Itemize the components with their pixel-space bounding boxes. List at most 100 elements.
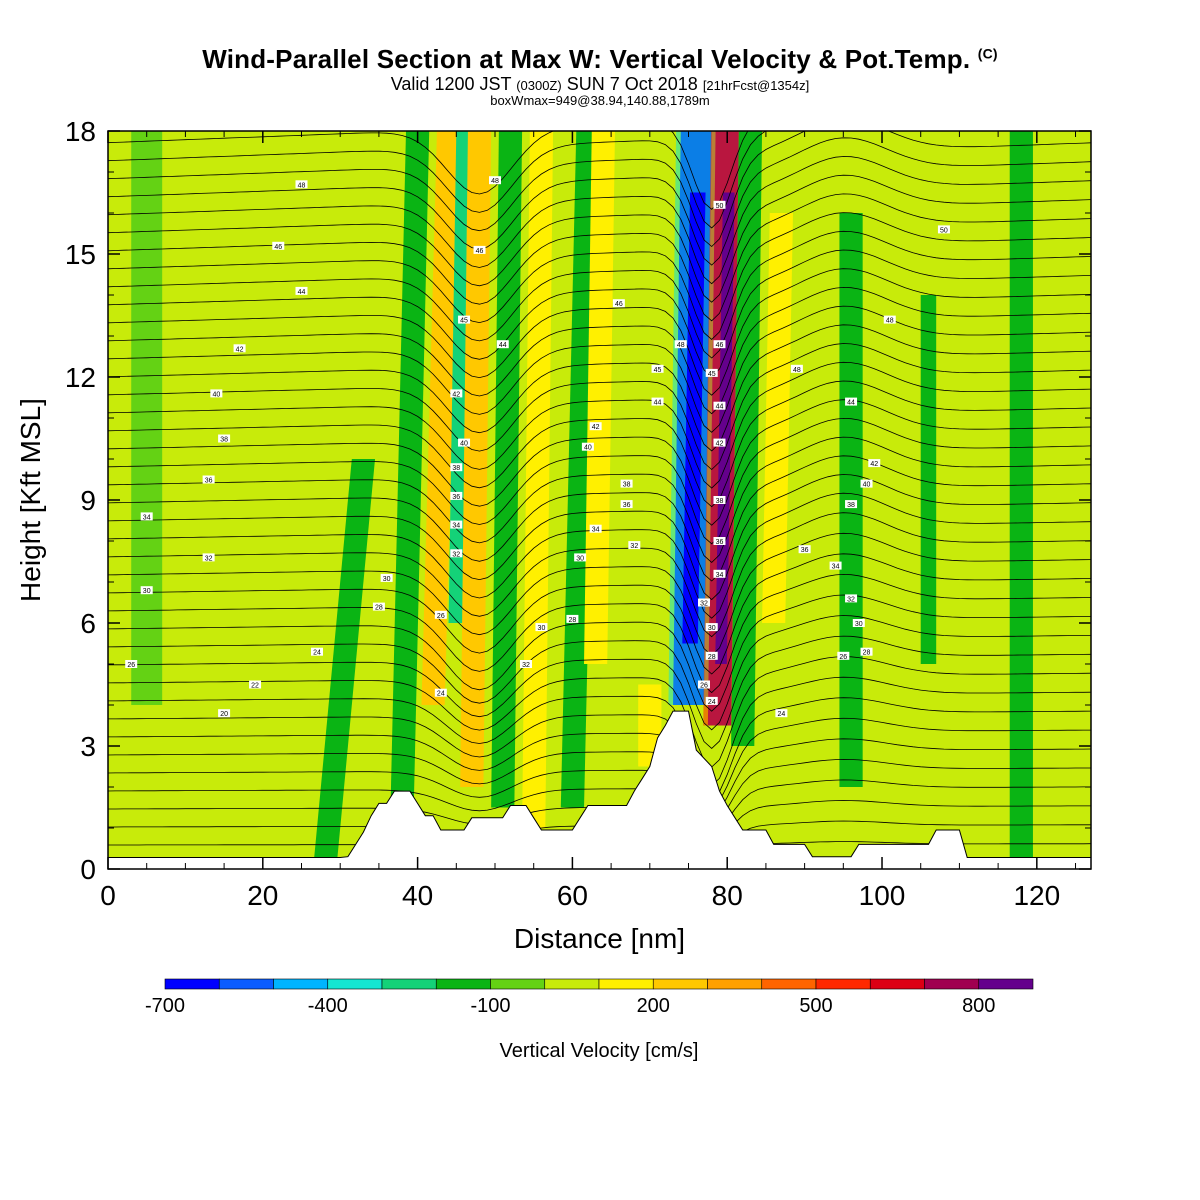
theta-label-text: 38	[623, 482, 631, 489]
theta-contour	[108, 474, 1091, 601]
w-band	[839, 213, 863, 787]
theta-label-text: 24	[777, 711, 785, 718]
theta-label: 40	[860, 479, 873, 489]
y-tick-label: 12	[65, 362, 96, 393]
colorbar-segment	[490, 978, 546, 990]
theta-label-text: 34	[592, 527, 600, 534]
theta-label-bg	[845, 397, 858, 406]
y-tick-label: 15	[65, 239, 96, 270]
theta-label-text: 32	[700, 601, 708, 608]
w-band	[390, 131, 430, 808]
theta-label-bg	[860, 647, 873, 656]
theta-label-bg	[620, 479, 633, 488]
theta-label-text: 32	[630, 543, 638, 550]
theta-label: 36	[713, 537, 726, 546]
theta-contour	[108, 532, 1091, 656]
y-tick-label: 9	[80, 485, 96, 516]
colorbar-segment	[544, 978, 600, 990]
theta-label-text: 32	[452, 551, 460, 558]
theta-label-bg	[202, 553, 215, 562]
colorbar: -700 -400 -100 200 500 800 Vertical Velocity […	[145, 978, 1034, 1062]
theta-label: 50	[713, 200, 726, 210]
theta-label-bg	[125, 660, 138, 668]
theta-label-bg	[295, 286, 308, 295]
theta-label: 24	[310, 647, 323, 657]
theta-label-text: 30	[576, 555, 584, 562]
x-tick-label: 0	[100, 880, 116, 911]
theta-contour	[108, 635, 1091, 749]
theta-label-text: 30	[855, 621, 863, 628]
colorbar-segment	[598, 978, 654, 990]
theta-label: 44	[713, 401, 726, 411]
theta-label-bg	[450, 389, 463, 398]
theta-label-text: 32	[847, 596, 855, 603]
theta-label-text: 42	[870, 461, 878, 468]
chart-title: Wind-Parallel Section at Max W: Vertical…	[0, 44, 1200, 75]
theta-contour	[108, 697, 1091, 800]
theta-label-text: 38	[220, 437, 228, 444]
theta-contour	[108, 268, 1091, 396]
theta-contour	[108, 131, 749, 210]
theta-label-text: 46	[716, 342, 724, 349]
theta-label: 28	[566, 614, 579, 624]
theta-contour	[108, 656, 1091, 768]
theta-contour	[108, 230, 1091, 359]
theta-label-bg	[458, 315, 471, 324]
theta-label-bg	[883, 315, 896, 324]
theta-label-bg	[845, 500, 858, 509]
colorbar-tick-label: 500	[799, 995, 832, 1017]
theta-label-bg	[218, 434, 231, 443]
theta-label: 48	[489, 176, 502, 185]
theta-contour	[108, 399, 1091, 526]
theta-contour	[108, 676, 1091, 787]
theta-label-text: 40	[584, 445, 592, 452]
theta-label: 38	[620, 479, 633, 489]
theta-label-text: 44	[847, 400, 855, 407]
theta-label-text: 46	[476, 248, 484, 255]
theta-label-bg	[140, 512, 153, 521]
theta-contour	[108, 286, 1091, 415]
w-band	[522, 131, 554, 828]
theta-label-text: 38	[847, 502, 855, 509]
theta-label-text: 30	[708, 625, 716, 632]
copyright-mark: (C)	[977, 45, 998, 62]
theta-label-text: 20	[220, 711, 228, 718]
theta-label-bg	[860, 479, 873, 488]
theta-label-bg	[705, 651, 718, 660]
w-band	[448, 131, 472, 623]
theta-label-text: 26	[127, 662, 135, 669]
theta-label-bg	[458, 438, 471, 447]
y-axis-label: Height [Kft MSL]	[15, 398, 46, 602]
colorbar-segment	[978, 978, 1034, 990]
theta-label-text: 44	[499, 342, 507, 349]
valid-date: SUN 7 Oct 2018	[566, 74, 698, 94]
x-tick-label: 80	[712, 880, 743, 911]
theta-label: 26	[434, 610, 447, 620]
x-tick-label: 20	[247, 880, 278, 911]
theta-label-text: 38	[716, 498, 724, 505]
theta-label: 38	[713, 496, 726, 505]
theta-label: 46	[713, 340, 726, 349]
theta-label-text: 26	[839, 654, 847, 661]
theta-label-bg	[837, 651, 850, 660]
theta-label-text: 32	[522, 662, 530, 669]
theta-label-bg	[612, 299, 625, 308]
theta-label-bg	[697, 598, 710, 607]
x-tick-label: 100	[859, 880, 906, 911]
theta-label-bg	[713, 401, 726, 410]
colorbar-tick-label: -400	[308, 995, 348, 1017]
theta-label: 38	[845, 500, 858, 509]
theta-label-text: 36	[452, 494, 460, 501]
theta-label-text: 28	[708, 654, 716, 661]
chart-subtitle: Valid 1200 JST (0300Z) SUN 7 Oct 2018 [2…	[0, 74, 1200, 95]
theta-contour	[108, 380, 1091, 508]
x-tick-label: 120	[1013, 880, 1060, 911]
theta-label: 34	[713, 569, 726, 579]
colorbar-segment	[815, 978, 871, 990]
theta-label-text: 50	[716, 203, 724, 210]
theta-label: 34	[140, 512, 153, 521]
colorbar-segment	[327, 978, 383, 990]
theta-label-bg	[589, 524, 602, 533]
w-band	[313, 459, 376, 869]
w-band	[731, 131, 763, 746]
